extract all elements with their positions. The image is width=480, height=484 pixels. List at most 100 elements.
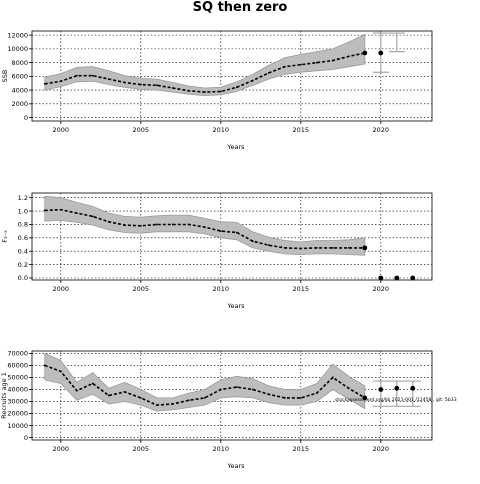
estimate-point — [203, 226, 206, 229]
x-tick-label: 2015 — [293, 126, 310, 134]
plot-frame — [31, 350, 433, 441]
estimate-point — [331, 376, 334, 379]
projection-point — [394, 275, 400, 281]
x-axis-label: Years — [226, 302, 245, 310]
y-tick-label: 40000 — [7, 386, 28, 394]
projection-point — [394, 385, 400, 391]
x-tick-label: 2015 — [293, 445, 310, 453]
estimate-point — [171, 403, 174, 405]
chart-panel-1: 2000 2005 2010 2015 2020 0 2000 4000 6000 8000 100… — [1, 30, 433, 151]
y-tick-label: 0.6 — [18, 234, 28, 242]
estimate-point — [235, 386, 238, 388]
annotation-text: stockassessment.org/lib 2021-001 /12458 … — [335, 397, 457, 403]
estimate-point — [107, 220, 110, 223]
estimate-point — [203, 91, 206, 94]
y-tick-label: 50000 — [7, 374, 28, 382]
estimate-point — [91, 215, 94, 218]
y-tick-label: 10000 — [7, 45, 28, 53]
estimate-point — [91, 74, 94, 77]
estimate-line — [44, 364, 366, 406]
x-axis-label: Years — [226, 143, 245, 151]
estimate-point — [187, 399, 190, 402]
y-tick-label: 0 — [24, 434, 28, 442]
estimate-point — [283, 246, 286, 249]
estimate-point — [187, 223, 190, 226]
y-tick-label: 70000 — [7, 350, 28, 358]
y-tick-label: 0.2 — [18, 261, 28, 269]
y-tick-label: 0 — [24, 114, 28, 122]
x-tick-label: 2005 — [133, 126, 150, 134]
estimate-point — [155, 84, 158, 87]
estimate-point — [75, 389, 78, 392]
projection-point — [362, 50, 368, 56]
estimate-point — [315, 246, 318, 249]
projection-point — [410, 275, 416, 281]
estimate-point — [347, 246, 350, 249]
y-tick-label: 60000 — [7, 362, 28, 370]
confidence-band — [44, 352, 366, 412]
confidence-band — [44, 195, 366, 256]
y-axis-label: F₃₋₅ — [1, 230, 9, 243]
chart-panel-2: 2000 2005 2010 2015 2020 0.0 0.2 0.4 0.6 0.8 1.0 1.… — [1, 192, 433, 310]
y-axis-label: SSB — [1, 70, 9, 83]
y-tick-label: 1.0 — [18, 207, 28, 215]
estimate-point — [187, 89, 190, 92]
projection-point — [410, 385, 416, 391]
estimate-point — [299, 247, 302, 250]
estimate-point — [235, 86, 238, 89]
estimate-point — [59, 80, 62, 83]
estimate-point — [91, 382, 94, 385]
y-tick-label: 0.0 — [18, 274, 28, 282]
estimate-point — [123, 81, 126, 84]
x-tick-label: 2015 — [293, 285, 310, 293]
estimate-point — [267, 72, 270, 74]
y-tick-label: 6000 — [11, 73, 28, 81]
estimate-point — [155, 223, 158, 226]
y-tick-label: 20000 — [7, 410, 28, 418]
estimate-point — [283, 65, 286, 68]
y-tick-label: 1.2 — [18, 194, 28, 202]
x-tick-label: 2020 — [373, 285, 390, 293]
chart-panel-3: 2000 2005 2010 2015 2020 0 10000 20000 30000 4000… — [0, 350, 457, 470]
estimate-point — [283, 397, 286, 399]
estimate-point — [219, 388, 222, 391]
estimate-point — [331, 59, 334, 62]
x-tick-label: 2005 — [133, 445, 150, 453]
figure-title: SQ then zero — [192, 0, 288, 15]
y-tick-label: 8000 — [11, 59, 28, 67]
estimate-point — [203, 397, 206, 399]
estimate-point — [171, 223, 174, 226]
estimate-point — [123, 390, 126, 393]
estimate-point — [251, 388, 254, 391]
estimate-point — [43, 209, 46, 212]
y-tick-label: 0.8 — [18, 221, 28, 229]
y-tick-label: 0.4 — [18, 247, 28, 255]
y-tick-label: 10000 — [7, 422, 28, 430]
y-tick-label: 4000 — [11, 86, 28, 94]
estimate-point — [315, 392, 318, 394]
estimate-point — [107, 78, 110, 80]
estimate-point — [139, 224, 142, 227]
estimate-point — [299, 397, 302, 399]
x-tick-label: 2005 — [133, 285, 150, 293]
estimate-point — [299, 63, 302, 66]
estimate-point — [267, 393, 270, 396]
x-tick-label: 2000 — [53, 285, 70, 293]
x-tick-label: 2000 — [53, 126, 70, 134]
projection-point — [362, 395, 368, 401]
estimate-point — [219, 90, 222, 93]
confidence-band — [44, 33, 366, 97]
x-tick-label: 2020 — [373, 126, 390, 134]
y-axis-label: Recruits age 1 — [0, 372, 8, 419]
estimate-point — [347, 55, 350, 58]
estimate-point — [123, 224, 126, 227]
y-tick-label: 12000 — [7, 31, 28, 39]
estimate-point — [75, 212, 78, 214]
plot-frame — [31, 192, 433, 281]
estimate-point — [75, 74, 78, 77]
estimate-point — [59, 208, 62, 211]
projection-point — [378, 50, 384, 56]
estimate-point — [139, 83, 142, 86]
